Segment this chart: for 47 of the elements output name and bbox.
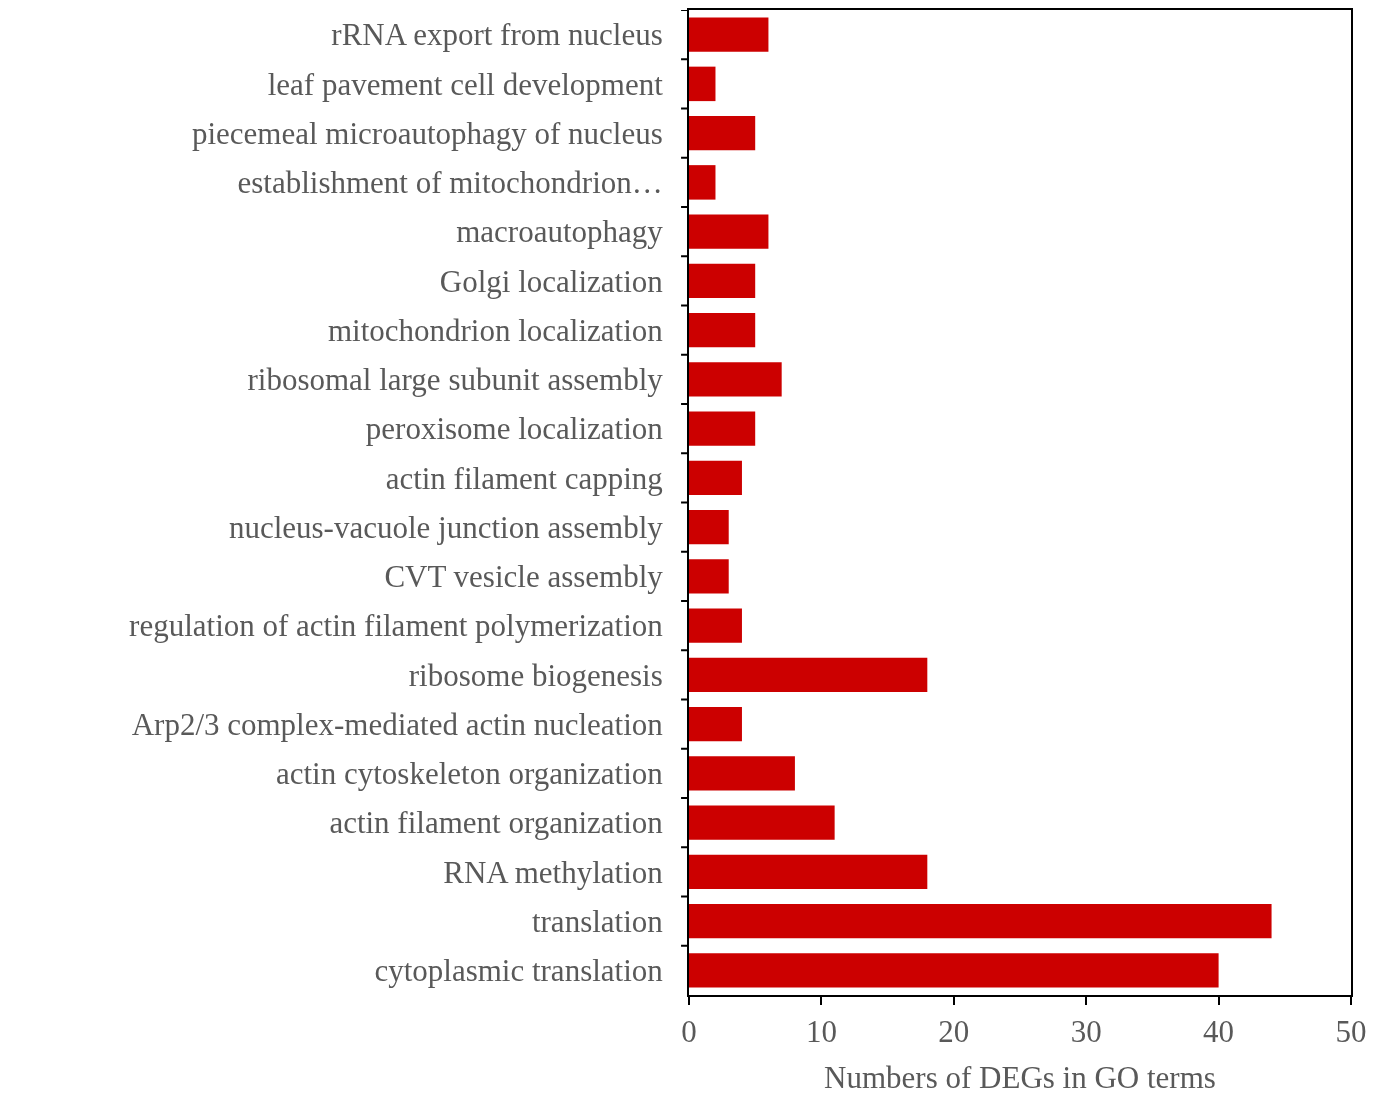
bar bbox=[689, 165, 716, 200]
y-tick-label: Golgi localization bbox=[439, 263, 664, 299]
bar bbox=[689, 411, 756, 446]
y-tick-label: mitochondrion localization bbox=[327, 312, 664, 348]
bar bbox=[689, 953, 1219, 988]
bar bbox=[689, 66, 716, 102]
x-tick-label: 0 bbox=[681, 1014, 697, 1050]
y-tick-label: actin cytoskeleton organization bbox=[275, 756, 664, 792]
y-tick-label: leaf pavement cell development bbox=[267, 66, 664, 102]
y-tick-label: piecemeal microautophagy of nucleus bbox=[191, 115, 663, 151]
bar bbox=[689, 312, 756, 348]
x-tick-label: 20 bbox=[938, 1014, 970, 1050]
y-tick-label: CVT vesicle assembly bbox=[384, 559, 664, 595]
y-tick-label: rRNA export from nucleus bbox=[331, 17, 663, 53]
bar bbox=[689, 903, 1272, 939]
x-axis-title: Numbers of DEGs in GO terms bbox=[824, 1059, 1216, 1095]
y-tick-label: actin filament capping bbox=[385, 460, 663, 496]
y-tick-label: peroxisome localization bbox=[365, 411, 664, 447]
x-tick-label: 30 bbox=[1070, 1014, 1102, 1050]
bar bbox=[689, 657, 928, 693]
x-tick-label: 40 bbox=[1203, 1014, 1235, 1050]
bar bbox=[689, 805, 835, 840]
bar bbox=[689, 460, 742, 496]
bar bbox=[689, 214, 769, 249]
y-tick-label: ribosome biogenesis bbox=[408, 657, 663, 693]
y-tick-label: Arp2/3 complex-mediated actin nucleation bbox=[131, 706, 664, 742]
bar bbox=[689, 115, 756, 151]
y-tick-label: establishment of mitochondrion… bbox=[237, 165, 663, 201]
bar bbox=[689, 362, 782, 397]
y-tick-label: cytoplasmic translation bbox=[374, 953, 664, 989]
x-tick-label: 50 bbox=[1335, 1014, 1367, 1050]
y-tick-label: translation bbox=[531, 903, 664, 939]
bar bbox=[689, 854, 928, 890]
bar bbox=[689, 263, 756, 299]
y-tick-label: ribosomal large subunit assembly bbox=[247, 362, 664, 398]
bar bbox=[689, 17, 769, 52]
y-tick-label: actin filament organization bbox=[329, 805, 664, 841]
y-tick-label: RNA methylation bbox=[443, 854, 664, 890]
bar bbox=[689, 559, 729, 594]
bar bbox=[689, 706, 742, 742]
y-tick-label: macroautophagy bbox=[456, 214, 664, 250]
x-tick-label: 10 bbox=[805, 1014, 837, 1050]
y-tick-label: nucleus-vacuole junction assembly bbox=[228, 509, 664, 545]
bar bbox=[689, 608, 742, 643]
bar bbox=[689, 756, 795, 791]
bar bbox=[689, 509, 729, 545]
y-tick-label: regulation of actin filament polymerization bbox=[129, 608, 664, 644]
